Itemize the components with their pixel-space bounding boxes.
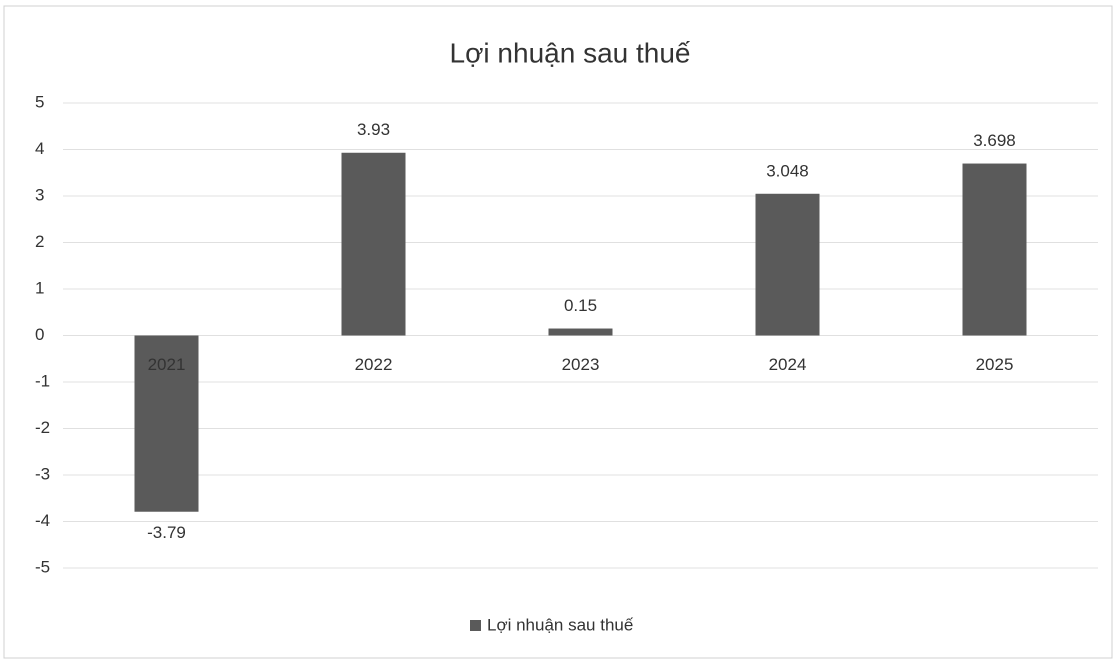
y-tick-label: -3 <box>35 464 50 483</box>
y-tick-label: 0 <box>35 325 44 344</box>
chart-title: Lợi nhuận sau thuế <box>450 37 691 68</box>
y-tick-label: -4 <box>35 511 50 530</box>
y-tick-label: -1 <box>35 371 50 390</box>
bar <box>755 193 820 336</box>
data-label: 3.048 <box>766 161 809 180</box>
x-tick-label: 2023 <box>562 355 600 374</box>
y-tick-label: -2 <box>35 418 50 437</box>
x-tick-label: 2024 <box>769 355 807 374</box>
data-label: -3.79 <box>147 523 186 542</box>
data-label: 3.698 <box>973 131 1016 150</box>
x-tick-label: 2021 <box>148 355 186 374</box>
x-tick-label: 2022 <box>355 355 393 374</box>
bar <box>134 335 199 512</box>
y-tick-label: 1 <box>35 278 44 297</box>
y-tick-label: 2 <box>35 232 44 251</box>
y-tick-label: 4 <box>35 139 44 158</box>
data-label: 3.93 <box>357 120 390 139</box>
chart-border <box>3 5 1113 659</box>
bar <box>548 328 613 336</box>
bar <box>962 163 1027 336</box>
y-tick-label: 3 <box>35 185 44 204</box>
legend-label: Lợi nhuận sau thuế <box>487 615 634 634</box>
bar <box>341 152 406 336</box>
y-tick-label: -5 <box>35 557 50 576</box>
y-tick-label: 5 <box>35 92 44 111</box>
data-label: 0.15 <box>564 296 597 315</box>
x-tick-label: 2025 <box>976 355 1014 374</box>
legend-swatch <box>470 620 481 631</box>
